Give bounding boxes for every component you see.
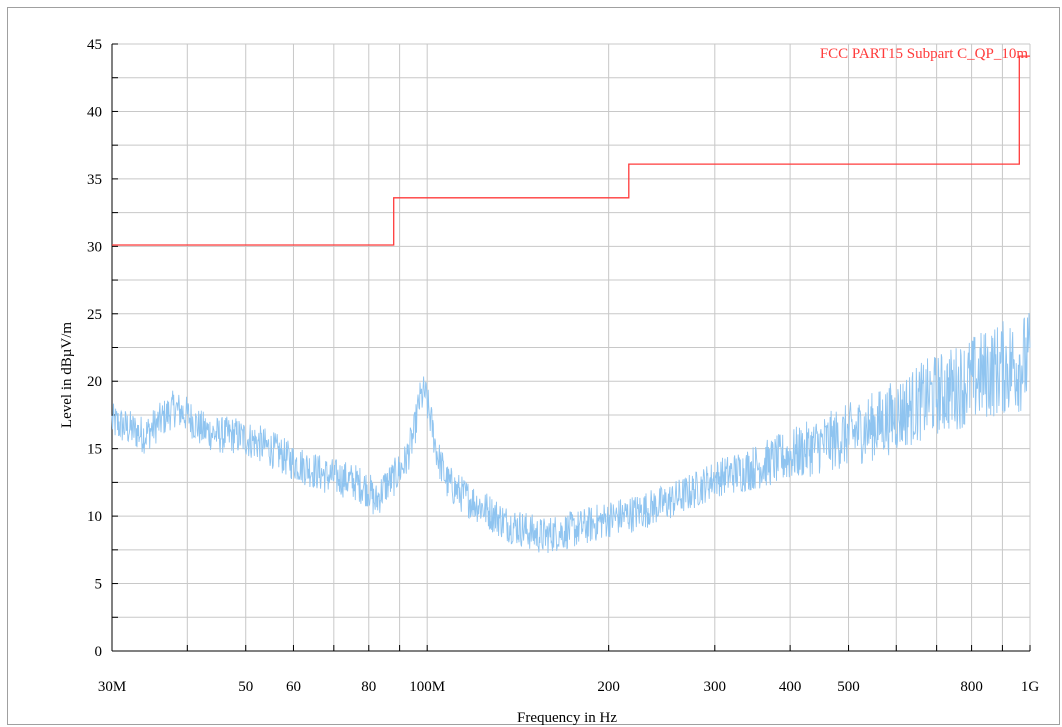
y-tick-label: 35	[87, 172, 102, 188]
y-tick-label: 30	[87, 239, 102, 255]
labels: 0 5 10 15 20 25 30 35 40 45 30M 50 60 80 100M 200 300 400…	[87, 37, 1039, 695]
grid	[111, 43, 1031, 652]
y-axis-title: Level in dBµV/m	[59, 322, 75, 428]
limit-line	[112, 55, 1030, 246]
x-tick-label: 80	[361, 679, 376, 695]
x-axis-title: Frequency in Hz	[517, 710, 617, 726]
x-tick-label: 400	[779, 679, 802, 695]
x-tick-label: 30M	[98, 679, 126, 695]
x-tick-label: 200	[597, 679, 620, 695]
limit-line-label: FCC PART15 Subpart C_QP_10m	[820, 46, 1029, 62]
y-tick-label: 5	[95, 577, 103, 593]
y-tick-label: 0	[95, 644, 103, 660]
chart-frame	[7, 7, 1060, 725]
y-tick-label: 15	[87, 442, 102, 458]
y-tick-label: 45	[87, 37, 102, 53]
y-tick-label: 40	[87, 104, 102, 120]
x-tick-label: 50	[238, 679, 253, 695]
x-tick-label: 100M	[409, 679, 445, 695]
y-tick-label: 20	[87, 374, 102, 390]
x-tick-label: 1G	[1021, 679, 1040, 695]
series	[111, 55, 1031, 554]
axes	[111, 43, 1031, 652]
x-tick-label: 300	[704, 679, 727, 695]
x-tick-label: 60	[286, 679, 301, 695]
x-tick-label: 800	[960, 679, 983, 695]
measurement-trace	[111, 312, 1031, 554]
y-tick-label: 10	[87, 509, 102, 525]
x-tick-label: 500	[837, 679, 860, 695]
y-tick-label: 25	[87, 307, 102, 323]
